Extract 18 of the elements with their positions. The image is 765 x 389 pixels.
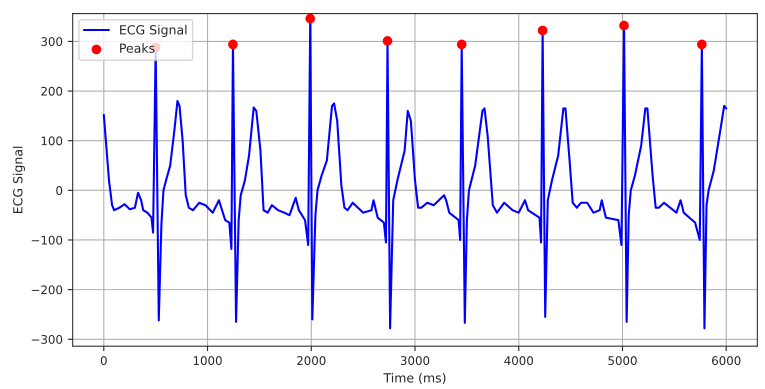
x-tick-label: 2000 <box>297 356 326 366</box>
legend-label: ECG Signal <box>120 24 186 37</box>
x-tick-label: 6000 <box>712 356 740 366</box>
x-tick-label: 4000 <box>504 356 533 366</box>
y-tick-label: −200 <box>32 285 62 294</box>
y-tick-label: −100 <box>32 236 62 245</box>
x-tick-label: 0 <box>100 356 107 366</box>
x-axis-title: Time (ms) <box>383 372 446 384</box>
y-tick-label: 100 <box>42 136 62 146</box>
x-tick-label: 3000 <box>400 356 430 366</box>
legend-label: Peaks <box>120 43 154 53</box>
x-tick-label: 5000 <box>608 356 637 366</box>
y-axis-title: ECG Signal <box>12 146 25 214</box>
y-tick-label: 200 <box>41 86 62 96</box>
y-tick-label: 300 <box>41 37 62 46</box>
x-tick-label: 1000 <box>194 356 222 366</box>
y-tick-label: −300 <box>32 334 62 344</box>
y-tick-label: 0 <box>56 186 62 195</box>
